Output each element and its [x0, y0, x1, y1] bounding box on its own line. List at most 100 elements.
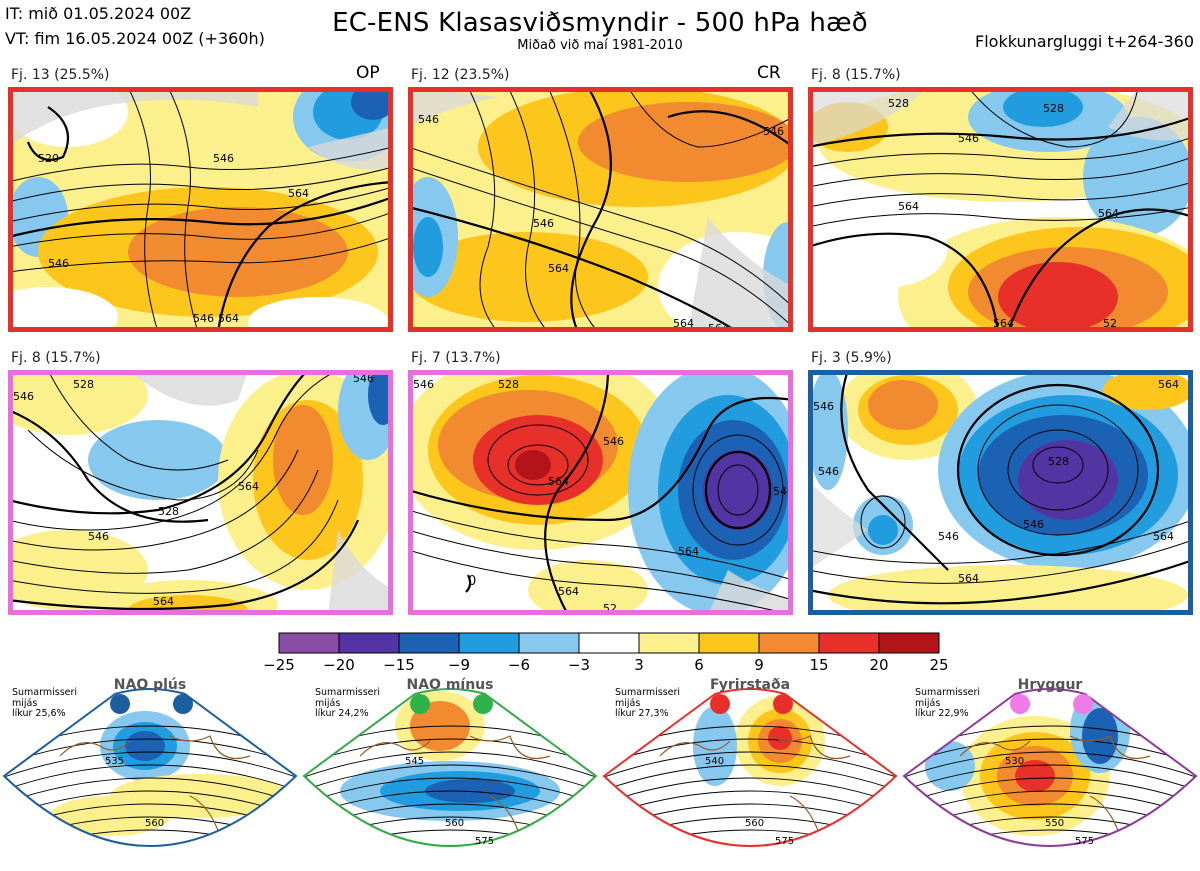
colorbar-swatch	[758, 632, 820, 654]
contour-label: 528	[498, 378, 519, 391]
panel-3-border	[808, 87, 1193, 332]
contour-label: 564	[678, 545, 699, 558]
page-title: EC-ENS Klasasviðsmyndir - 500 hPa hæð	[332, 8, 868, 38]
regime-map-1: 535 560 NAO plús Sumarmisseri mijás líkur 25,…	[0, 676, 300, 871]
regime-contour-label: 540	[705, 756, 724, 767]
panel-5-border	[408, 370, 793, 615]
regime-sector-map: 540 560 575	[602, 688, 898, 847]
contour-label: 564	[898, 200, 919, 213]
contour-label: 564	[558, 585, 579, 598]
contour-label: 546	[48, 257, 69, 270]
contour-label: 546	[763, 125, 784, 138]
contour-label: 546	[603, 435, 624, 448]
panel-1-border	[8, 87, 393, 332]
contour-label: 528	[1048, 455, 1069, 468]
regime-contour-label: 575	[1075, 836, 1094, 847]
colorbar-tick-label: −15	[383, 656, 415, 674]
regime-note-line: líkur 27,3%	[615, 708, 669, 719]
panel-4-border	[8, 370, 393, 615]
contour-label: 528	[73, 378, 94, 391]
contour-label: 546	[818, 465, 839, 478]
colorbar-swatch	[458, 632, 520, 654]
regime-contour-label: 535	[105, 756, 124, 767]
regime-note: Sumarmisseri mijás líkur 24,2%	[315, 687, 381, 720]
colorbar-tick-label: −9	[447, 656, 471, 674]
regime-note-line: mijás	[915, 697, 941, 709]
contour-label: 564	[238, 480, 259, 493]
contour-label: 564	[1098, 207, 1119, 220]
contour-label: 546	[413, 378, 434, 391]
contour-label: 546	[813, 400, 834, 413]
colorbar-swatch	[698, 632, 760, 654]
colorbar-swatch	[578, 632, 640, 654]
regime-title: Hryggur	[1017, 677, 1083, 693]
regime-note-line: líkur 25,6%	[12, 708, 66, 719]
regime-contour-label: 575	[775, 836, 794, 847]
regime-note-line: Sumarmisseri	[315, 687, 381, 698]
contour-label: 564	[993, 317, 1014, 330]
panel-1-tag: OP	[356, 63, 380, 83]
contour-label: 520	[38, 152, 59, 165]
contour-label: 546	[958, 132, 979, 145]
colorbar-tick-label: 6	[694, 656, 704, 674]
regime-marker-dot	[1010, 694, 1030, 714]
anomaly-map-3: 528 528 546 564 564 564 52	[808, 87, 1193, 332]
colorbar-tick-label: −20	[323, 656, 355, 674]
contour-label: 564	[548, 262, 569, 275]
colorbar-tick-label: 15	[809, 656, 829, 674]
colorbar	[278, 632, 940, 654]
regime-title: NAO mínus	[406, 677, 494, 693]
regime-title: Fyrirstaða	[709, 677, 791, 693]
contour-label: 564	[1153, 530, 1174, 543]
panel-2-label: Fj. 12 (23.5%)	[411, 67, 510, 83]
classification-window: Flokkunargluggi t+264-360	[975, 32, 1194, 51]
regime-note-line: líkur 24,2%	[315, 708, 369, 719]
panel-1-label: Fj. 13 (25.5%)	[11, 67, 110, 83]
panel-3-label: Fj. 8 (15.7%)	[811, 67, 901, 83]
regime-contour-label: 550	[1045, 818, 1064, 829]
colorbar-swatch	[338, 632, 400, 654]
regime-note: Sumarmisseri mijás líkur 22,9%	[915, 687, 981, 720]
regime-note-line: Sumarmisseri	[12, 687, 78, 698]
contour-label: 546	[213, 152, 234, 165]
contour-label: 546	[88, 530, 109, 543]
regime-map-4: 530 550 575 Hryggur Sumarmisseri mijás líkur 2…	[900, 676, 1200, 871]
regime-note-line: Sumarmisseri	[615, 687, 681, 698]
colorbar-tick-label: 25	[929, 656, 949, 674]
contour-label: 564	[218, 312, 239, 325]
contour-label: 564	[1158, 378, 1179, 391]
cluster-map-panel-4: 546 528 546 528 564 564 546	[8, 370, 393, 615]
initial-time: IT: mið 01.05.2024 00Z	[5, 4, 192, 23]
regime-note-line: Sumarmisseri	[915, 687, 981, 698]
regime-note-line: mijás	[615, 697, 641, 709]
colorbar-swatch	[398, 632, 460, 654]
regime-contour-label: 560	[745, 818, 764, 829]
regime-note-line: líkur 22,9%	[915, 708, 969, 719]
panel-2-tag: CR	[757, 63, 781, 83]
panel-6-label: Fj. 3 (5.9%)	[811, 350, 892, 366]
cluster-map-panel-2: 546 546 546 564 564 564	[408, 87, 793, 332]
regime-map-3: 540 560 575 Fyrirstaða Sumarmisseri mijás líku…	[600, 676, 900, 871]
contour-label: 528	[888, 97, 909, 110]
regime-contour-label: 575	[475, 836, 494, 847]
contour-label: 546	[533, 217, 554, 230]
regime-sector-map: 545 560 575	[302, 688, 598, 847]
panel-5-label: Fj. 7 (13.7%)	[411, 350, 501, 366]
regime-note-line: mijás	[12, 697, 38, 709]
contour-label: 564	[548, 475, 569, 488]
regime-marker-dot	[173, 694, 193, 714]
contour-label: 546	[13, 390, 34, 403]
regime-contour-label: 560	[445, 818, 464, 829]
colorbar-tick-label: −3	[567, 656, 591, 674]
colorbar-swatch	[278, 632, 340, 654]
regime-note-line: mijás	[315, 697, 341, 709]
contour-label: 564	[288, 187, 309, 200]
colorbar-tick-label: 20	[869, 656, 889, 674]
regime-contour-label: 545	[405, 756, 424, 767]
contour-label: 564	[958, 572, 979, 585]
cluster-map-panel-6: 546 564 546 528 546 546 564 564	[808, 370, 1193, 615]
anomaly-map-6: 546 564 546 528 546 546 564 564	[808, 370, 1193, 615]
contour-label: 528	[158, 505, 179, 518]
regime-marker-dot	[710, 694, 730, 714]
colorbar-tick-label: −6	[507, 656, 531, 674]
